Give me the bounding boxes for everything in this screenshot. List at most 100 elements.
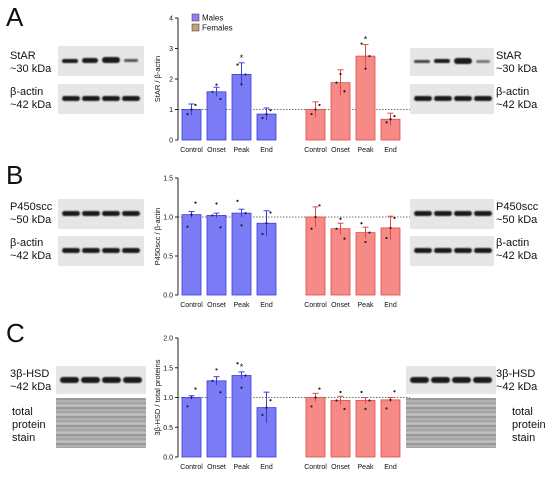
chart-c-x-tick-label: Onset: [207, 464, 226, 471]
star-label-right: StAR: [496, 50, 522, 62]
panel-letter-c: C: [6, 318, 25, 348]
chart-b-data-point: [360, 222, 363, 225]
chart-a-data-point: [335, 81, 338, 84]
chart-a-y-tick-label: 3: [169, 46, 173, 53]
chart-c-data-point: [261, 413, 264, 417]
panel-letter-b: B: [6, 160, 24, 190]
chart-a-y-tick-label: 2: [169, 77, 173, 84]
chart-c-bar-females-control: [305, 397, 326, 458]
chart-b-data-point: [240, 224, 243, 227]
chart-a-data-point: [368, 55, 371, 58]
blot-star-female: [410, 48, 494, 76]
chart-b-y-tick-label: 1.0: [163, 215, 173, 222]
chart-a-x-tick-label: Control: [304, 147, 327, 154]
chart-c-data-point: [360, 390, 363, 394]
chart-c-data-point: [211, 379, 214, 382]
chart-c-y-tick-label: 2.0: [163, 336, 173, 343]
stain-label-left: stain: [12, 432, 36, 444]
chart-c-data-point: [368, 399, 371, 402]
chart-c-y-label: 3β-HSD / total proteins: [153, 359, 162, 435]
chart-p450scc: 0.0 0.5 1.0 1.5 P450scc / β-actin Control Onse…: [153, 176, 410, 309]
chart-c-y-tick-label: 0.5: [163, 425, 173, 432]
chart-c-data-point: [385, 407, 388, 410]
chart-c-data-point: [314, 396, 317, 399]
chart-c-data-point: [194, 387, 197, 390]
chart-c-bar-males-control: [181, 397, 202, 458]
chart-c-x-tick-label: End: [384, 464, 397, 471]
chart-a-x-tick-label: Peak: [234, 147, 250, 154]
chart-b-data-point: [261, 232, 264, 236]
blot-p450-male: [58, 199, 144, 229]
chart-b-data-point: [339, 217, 342, 220]
chart-a-data-point: [360, 42, 363, 45]
chart-b-data-point: [219, 226, 222, 229]
star-kda-right: ~30 kDa: [496, 63, 538, 75]
chart-a-x-tick-label: End: [260, 147, 273, 154]
chart-c-data-point: [236, 362, 239, 365]
star-label-left: StAR: [10, 50, 36, 62]
chart-a-bar-males-onset: [206, 91, 227, 141]
chart-b-y-tick-label: 0.5: [163, 254, 173, 261]
chart-a-y-label: StAR / β-actin: [153, 56, 162, 102]
chart-c-data-point: [269, 399, 272, 402]
star-kda-left: ~30 kDa: [10, 63, 52, 75]
chart-b-data-point: [318, 204, 321, 207]
chart-a-data-point: [244, 73, 247, 76]
chart-c-significance-marker: *: [240, 362, 244, 372]
p450-kda-left: ~50 kDa: [10, 214, 52, 226]
chart-a-data-point: [343, 90, 346, 93]
chart-a-data-point: [236, 63, 239, 66]
chart-star: 0 1 2 3 4 StAR / β-actin Control Onset * Peak End C…: [153, 13, 410, 154]
chart-c-data-point: [343, 407, 346, 411]
chart-b-data-point: [244, 212, 247, 215]
chart-a-legend-swatch-males: [191, 13, 200, 22]
chart-b-data-point: [314, 215, 317, 219]
hsd-label-left: 3β-HSD: [10, 368, 50, 380]
chart-c-data-point: [310, 405, 313, 408]
chart-b-data-point: [186, 225, 189, 228]
chart-a-x-tick-label: End: [384, 147, 397, 154]
chart-c-x-tick-label: Control: [304, 464, 327, 471]
protein-label-right: protein: [512, 419, 546, 431]
chart-b-data-point: [385, 236, 388, 240]
chart-b-x-tick-label: Control: [304, 302, 327, 309]
chart-a-data-point: [364, 67, 367, 70]
chart-c-x-tick-label: Peak: [358, 464, 374, 471]
chart-a-x-tick-label: Peak: [358, 147, 374, 154]
chart-b-data-point: [194, 201, 197, 204]
chart-c-data-point: [318, 387, 321, 390]
actin-label-left-b: β-actin: [10, 237, 44, 249]
chart-b-data-point: [389, 226, 392, 230]
chart-a-legend-label-males: Males: [202, 14, 223, 23]
chart-b-y-tick-label: 1.5: [163, 176, 173, 183]
chart-b-data-point: [269, 211, 272, 214]
actin-kda-left-a: ~42 kDa: [10, 99, 52, 111]
chart-b-data-point: [265, 222, 268, 225]
chart-a-data-point: [393, 115, 396, 118]
chart-a-data-point: [318, 103, 321, 107]
chart-c-data-point: [393, 390, 396, 393]
chart-a-significance-marker: *: [240, 53, 244, 63]
chart-a-y-tick-label: 1: [169, 107, 173, 114]
chart-b-bar-males-onset: [206, 215, 227, 296]
chart-c-y-tick-label: 1.5: [163, 365, 173, 372]
chart-a-y-tick-label: 4: [169, 16, 173, 23]
chart-b-x-tick-label: Onset: [331, 302, 350, 309]
chart-b-bar-females-control: [305, 216, 326, 296]
chart-a-data-point: [186, 112, 189, 116]
chart-c-data-point: [190, 396, 193, 399]
chart-c-y-tick-label: 1.0: [163, 395, 173, 402]
chart-b-x-tick-label: End: [384, 302, 397, 309]
chart-c-data-point: [215, 368, 218, 371]
chart-c-data-point: [335, 399, 338, 402]
protein-label-left: protein: [12, 419, 46, 431]
chart-a-x-tick-label: Onset: [207, 147, 226, 154]
chart-b-data-point: [368, 231, 371, 234]
total-protein-stain-male: [56, 398, 146, 448]
chart-b-data-point: [310, 227, 313, 230]
chart-c-data-point: [265, 406, 268, 409]
chart-a-data-point: [389, 118, 392, 121]
chart-a-x-tick-label: Control: [180, 147, 203, 154]
chart-b-data-point: [211, 214, 214, 217]
chart-a-legend-swatch-females: [191, 23, 200, 32]
